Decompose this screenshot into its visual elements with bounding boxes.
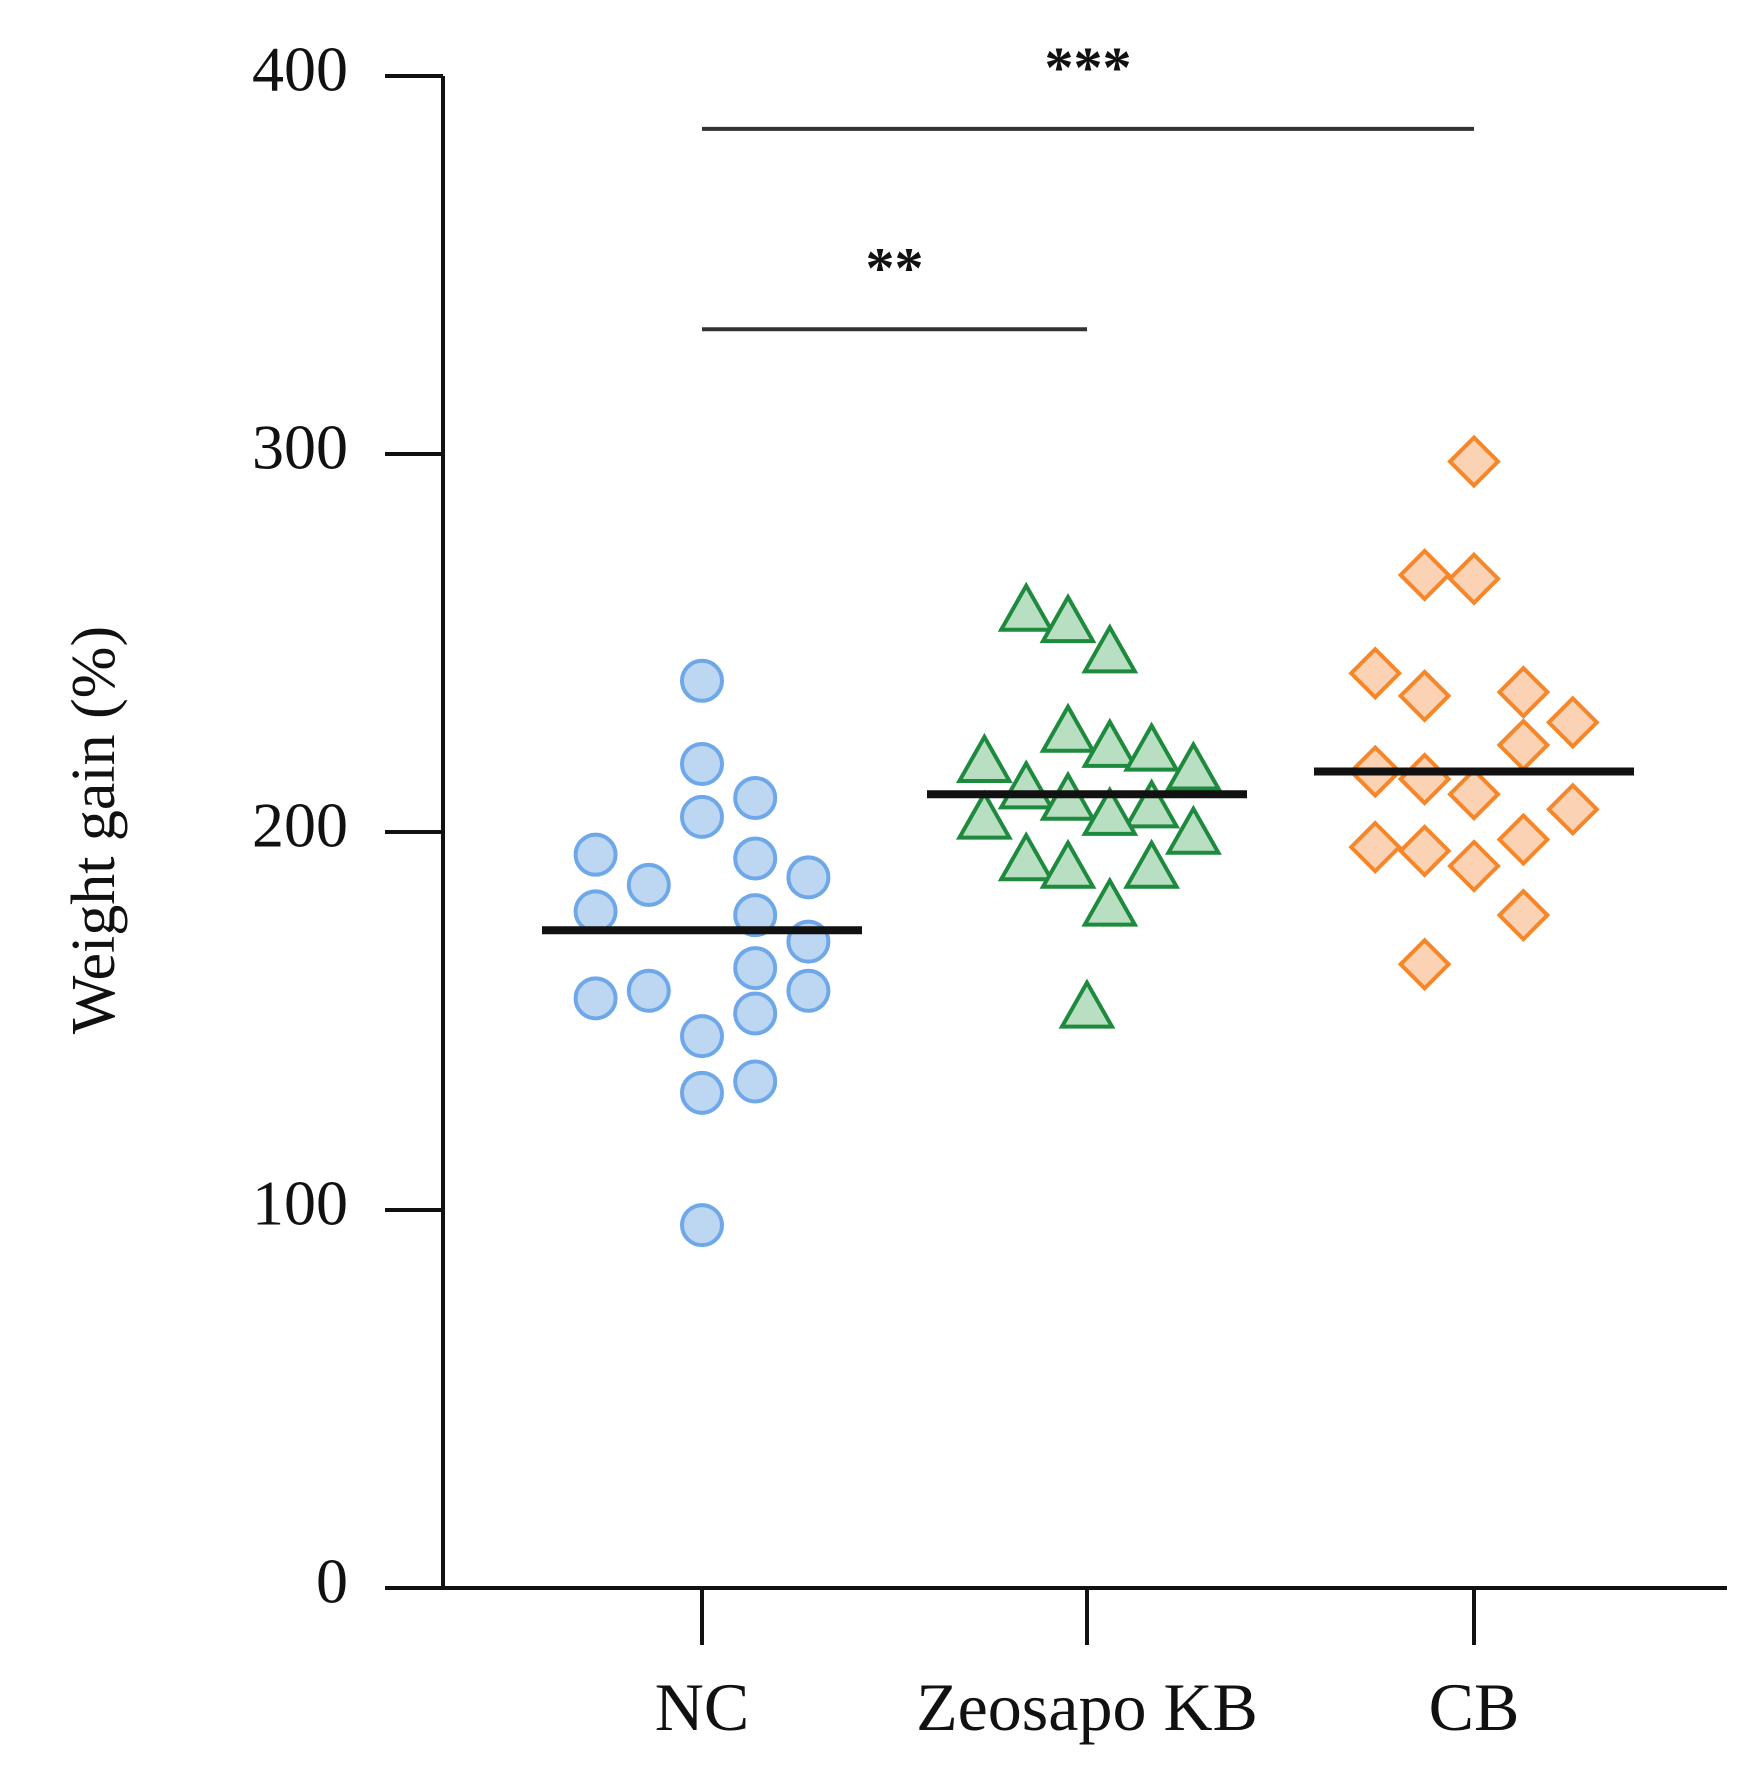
nc-point — [573, 976, 618, 1021]
nc-point — [680, 1203, 724, 1248]
cb-point — [1447, 434, 1501, 489]
significance-label-cb: *** — [1045, 35, 1132, 100]
cb-point — [1397, 824, 1452, 878]
nc-point — [626, 862, 671, 907]
zeosapo-kb-point — [997, 759, 1055, 810]
nc-point — [626, 968, 671, 1013]
cb-point — [1447, 767, 1501, 822]
cb-point — [1545, 695, 1600, 750]
nc-point — [680, 741, 724, 786]
data-points — [573, 434, 1600, 1248]
nc-point — [680, 794, 724, 839]
nc-point — [733, 1059, 778, 1104]
nc-point — [786, 855, 831, 900]
zeosapo-kb-point — [1039, 702, 1097, 753]
cb-point — [1447, 839, 1501, 893]
nc-point — [733, 893, 778, 938]
nc-point — [573, 832, 618, 877]
x-tick-label-cb: CB — [1429, 1669, 1520, 1745]
cb-point — [1397, 548, 1452, 602]
y-tick-label-0: 0 — [316, 1546, 348, 1617]
zeosapo-kb-point — [955, 732, 1013, 783]
cb-point — [1348, 646, 1403, 701]
zeosapo-kb-point — [1164, 804, 1222, 855]
mean-lines — [542, 767, 1634, 935]
cb-point — [1545, 782, 1600, 837]
y-tick-label-200: 200 — [252, 790, 348, 861]
zeosapo-kb-point — [1164, 740, 1222, 791]
zeosapo-kb-point — [1081, 876, 1139, 927]
zeosapo-kb-point — [997, 831, 1055, 882]
zeosapo-kb-point — [1058, 978, 1116, 1029]
y-ticks: 0 100 200 300 400 — [252, 34, 443, 1617]
y-tick-label-300: 300 — [252, 412, 348, 483]
nc-point — [733, 946, 778, 991]
cb-point — [1397, 937, 1452, 992]
nc-point — [733, 775, 778, 820]
y-tick-label-100: 100 — [252, 1168, 348, 1239]
x-tick-label-zeosapo-kb: Zeosapo KB — [916, 1669, 1258, 1745]
significance-label-zeosapo-kb: ** — [866, 235, 924, 300]
y-tick-label-400: 400 — [252, 34, 348, 105]
nc-point — [680, 658, 724, 703]
zeosapo-kb-point — [1039, 838, 1097, 889]
zeosapo-kb-point — [1123, 838, 1181, 889]
cb-point — [1397, 752, 1452, 806]
cb-point — [1397, 669, 1452, 723]
zeosapo-kb-point — [1123, 778, 1181, 829]
nc-point — [680, 1070, 724, 1115]
cb-point — [1348, 820, 1403, 874]
cb-point — [1447, 551, 1501, 606]
x-tick-label-nc: NC — [655, 1669, 749, 1745]
significance-annotations: ***** — [702, 35, 1474, 332]
nc-point — [733, 836, 778, 881]
zeosapo-kb-point — [997, 581, 1055, 632]
nc-point — [680, 1014, 724, 1059]
zeosapo-kb-point — [1123, 721, 1181, 772]
zeosapo-kb-point — [1081, 623, 1139, 674]
nc-point — [786, 968, 831, 1013]
cb-point — [1496, 888, 1551, 942]
zeosapo-kb-point — [955, 789, 1013, 840]
x-ticks: NC Zeosapo KB CB — [655, 1588, 1520, 1745]
zeosapo-kb-point — [1081, 785, 1139, 836]
cb-point — [1496, 665, 1551, 719]
nc-point — [573, 889, 618, 934]
zeosapo-kb-point — [1081, 717, 1139, 768]
y-axis-label: Weight gain (%) — [60, 626, 128, 1034]
cb-point — [1496, 718, 1551, 772]
cb-point — [1496, 812, 1551, 867]
nc-point — [733, 991, 778, 1036]
zeosapo-kb-point — [1039, 593, 1097, 644]
